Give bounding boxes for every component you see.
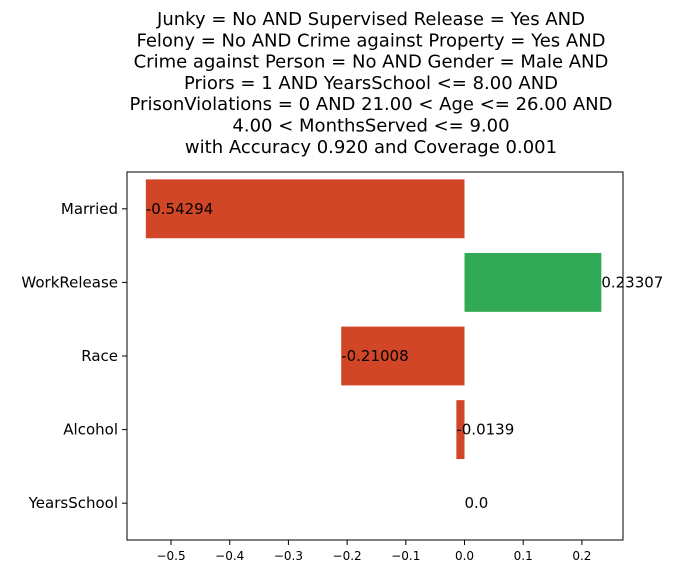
- y-tick-label-alcohol: Alcohol: [63, 421, 118, 439]
- data-label-alcohol: -0.0139: [456, 421, 514, 439]
- title-line-2: Felony = No AND Crime against Property =…: [136, 30, 605, 51]
- title-line-3: Crime against Person = No AND Gender = M…: [134, 52, 609, 73]
- x-tick-label-1: −0.4: [215, 549, 244, 563]
- title-line-5: PrisonViolations = 0 AND 21.00 < Age <= …: [130, 94, 613, 115]
- y-tick-label-workrelease: WorkRelease: [21, 273, 118, 291]
- x-axis: −0.5 −0.4 −0.3 −0.2 −0.1 0.0 0.1 0.2: [156, 540, 591, 563]
- data-labels-group: -0.54294 0.23307 -0.21008 -0.0139 0.0: [146, 200, 664, 512]
- bar-married: [145, 179, 465, 239]
- x-tick-label-2: −0.3: [274, 549, 303, 563]
- bar-workrelease: [464, 252, 602, 312]
- bar-race: [341, 326, 465, 386]
- x-tick-label-3: −0.2: [333, 549, 362, 563]
- y-axis: Married WorkRelease Race Alcohol YearsSchool: [21, 200, 127, 512]
- y-tick-label-race: Race: [81, 347, 118, 365]
- title-line-4: Priors = 1 AND YearsSchool <= 8.00 AND: [184, 73, 558, 94]
- data-label-married: -0.54294: [146, 200, 213, 218]
- chart-title: Junky = No AND Supervised Release = Yes …: [130, 9, 613, 158]
- bars-group: [145, 179, 602, 460]
- x-tick-label-0: −0.5: [156, 549, 185, 563]
- data-label-race: -0.21008: [341, 347, 408, 365]
- data-label-workrelease: 0.23307: [601, 273, 663, 291]
- title-line-7: with Accuracy 0.920 and Coverage 0.001: [185, 137, 557, 158]
- x-tick-label-4: −0.1: [391, 549, 420, 563]
- x-tick-label-5: 0.0: [455, 549, 474, 563]
- data-label-yearsschool: 0.0: [465, 494, 489, 512]
- title-line-6: 4.00 < MonthsServed <= 9.00: [232, 116, 509, 137]
- y-tick-label-married: Married: [61, 200, 118, 218]
- title-line-1: Junky = No AND Supervised Release = Yes …: [156, 9, 585, 30]
- y-tick-label-yearsschool: YearsSchool: [28, 494, 118, 512]
- x-tick-label-6: 0.1: [514, 549, 533, 563]
- x-tick-label-7: 0.2: [572, 549, 591, 563]
- bar-alcohol: [456, 400, 465, 460]
